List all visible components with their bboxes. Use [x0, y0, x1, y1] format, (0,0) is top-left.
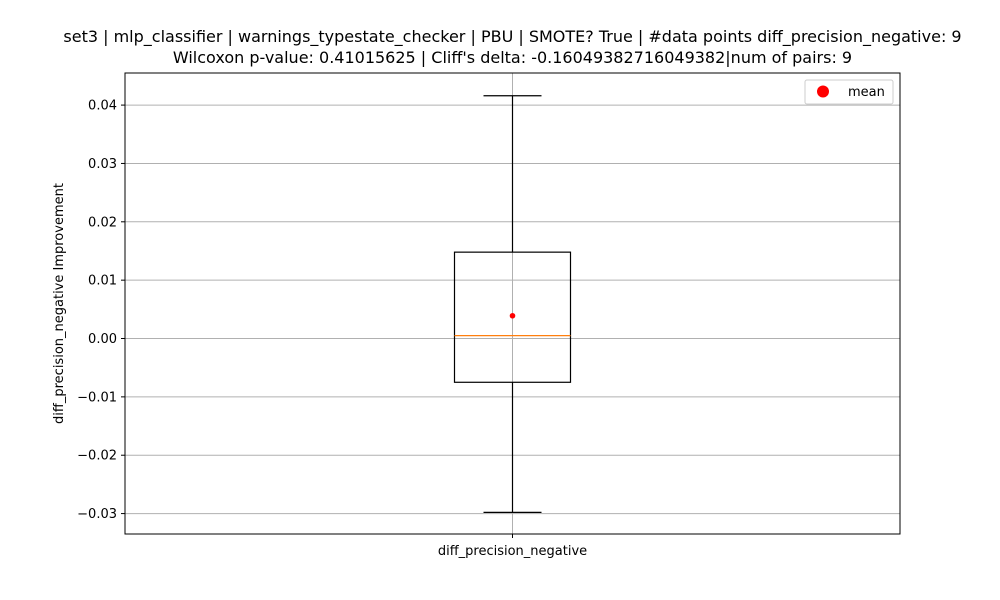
box-group — [453, 95, 572, 514]
legend-mean-marker — [817, 85, 829, 98]
legend-mean-label: mean — [848, 85, 885, 100]
legend-frame — [804, 79, 894, 105]
y-axis-ticks: −0.03 −0.02 −0.01 0.00 0.01 0.02 0.03 0.04 — [77, 99, 125, 522]
x-axis-ticks: diff_precision_negative — [438, 534, 587, 559]
y-axis-label: diff_precision_negative Improvement — [52, 183, 67, 424]
mean-point — [509, 312, 516, 319]
y-tick-label: −0.03 — [77, 507, 117, 522]
y-tick-label: 0.02 — [88, 215, 117, 230]
y-tick-label: 0.03 — [88, 157, 117, 172]
y-tick-label: 0.04 — [88, 99, 117, 114]
x-tick-label: diff_precision_negative — [438, 544, 587, 559]
y-tick-label: 0.01 — [88, 274, 117, 289]
interquartile-box — [453, 251, 572, 383]
legend: mean — [804, 79, 894, 105]
y-tick-label: 0.00 — [88, 332, 117, 347]
y-tick-label: −0.02 — [77, 449, 117, 464]
chart-title-line-2: Wilcoxon p-value: 0.41015625 | Cliff's d… — [172, 48, 853, 67]
y-tick-label: −0.01 — [77, 390, 117, 405]
chart-title-line-1: set3 | mlp_classifier | warnings_typesta… — [63, 27, 962, 46]
